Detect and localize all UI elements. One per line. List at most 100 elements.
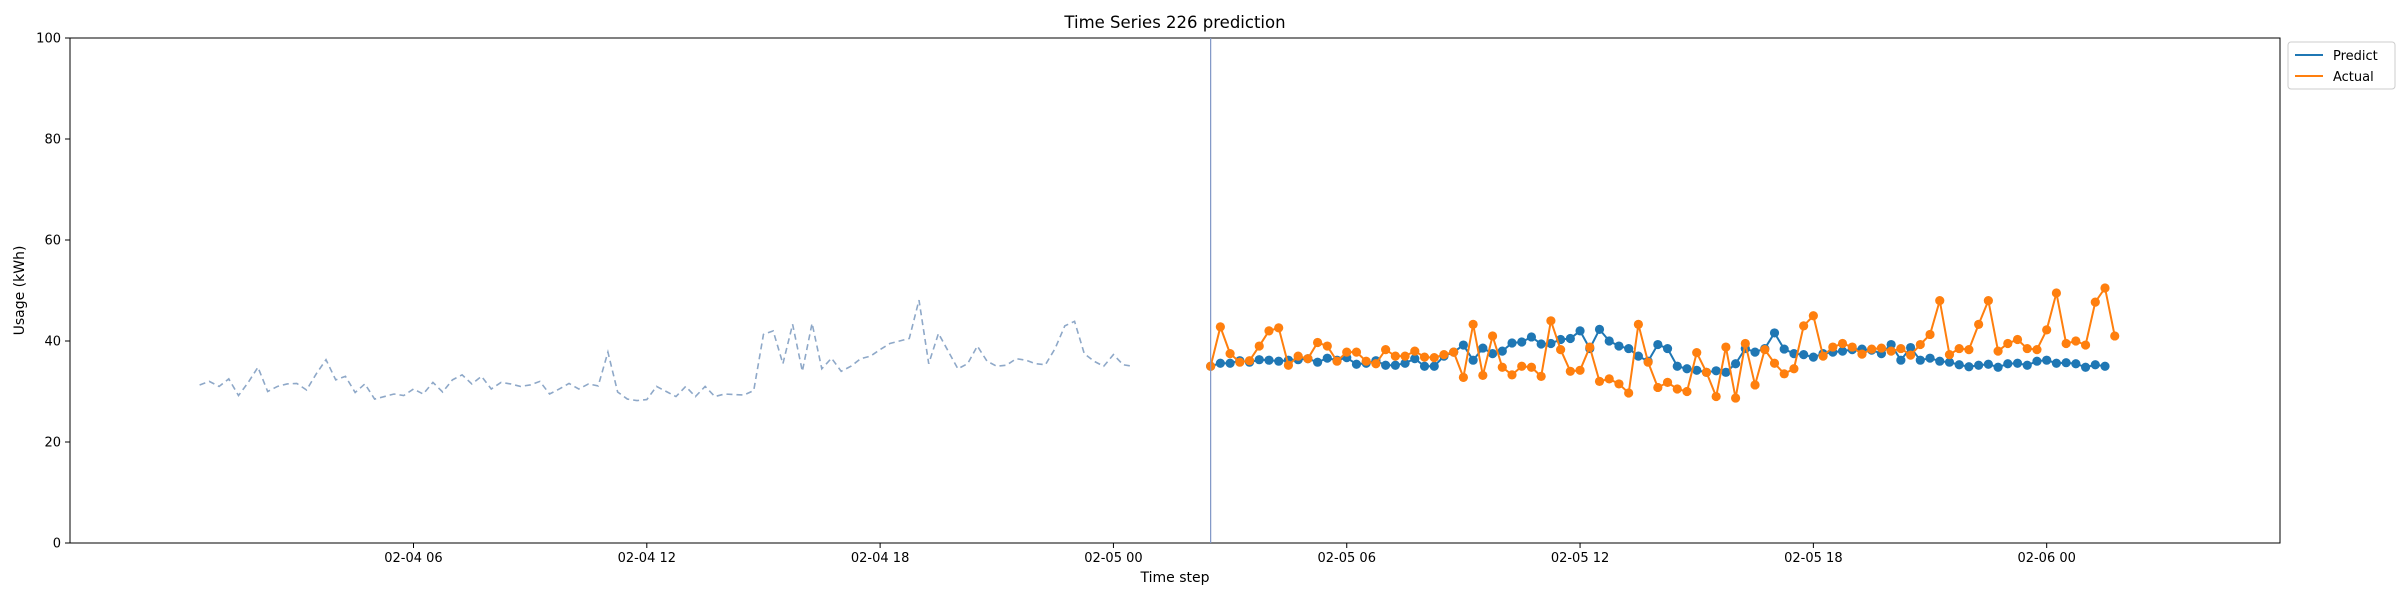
data-point [1750,380,1760,390]
y-tick-label: 60 [44,234,61,249]
data-point [1478,370,1488,380]
data-point [1915,339,1925,350]
data-point [2012,334,2023,345]
data-point [1847,342,1857,352]
legend-predict-label: Predict [2333,49,2378,64]
data-point [1954,360,1964,370]
data-point [2100,361,2110,371]
data-point [1692,348,1702,358]
data-point [1896,343,1906,354]
data-point [1381,344,1391,355]
data-point [1468,355,1478,365]
data-point [1905,342,1916,353]
data-point [2100,283,2110,293]
data-point [1507,338,1517,348]
data-point [2012,358,2023,368]
data-point [1565,333,1575,344]
data-point [1711,391,1721,402]
data-point [1575,365,1585,375]
y-tick-label: 0 [53,537,61,552]
data-point [1487,349,1498,359]
data-point [1526,332,1537,342]
data-point [1779,369,1789,379]
data-point [1993,346,2003,356]
data-point [1429,361,1439,371]
data-point [1585,342,1595,352]
data-point [2071,336,2081,346]
data-point [1604,336,1614,346]
legend: Predict Actual [2287,41,2396,90]
data-point [1594,324,1605,334]
data-point [1828,342,1838,352]
data-point [2022,360,2032,370]
data-point [1575,326,1585,336]
data-point [1721,342,1731,352]
y-axis: 0 20 40 60 80 100 [36,32,70,552]
chart-title: Time Series 226 prediction [1063,13,1285,32]
data-point [1653,339,1663,350]
data-point [1760,344,1770,355]
data-point [1400,358,1410,368]
data-point [1225,358,1235,368]
x-tick-label: 02-04 12 [618,551,676,566]
data-point [1614,379,1624,389]
data-point [1614,341,1624,351]
data-point [1487,331,1498,341]
data-point [1682,386,1692,397]
data-point [1624,388,1634,398]
data-point [2032,356,2042,366]
data-point [1497,346,1507,356]
data-point [1993,362,2003,372]
data-point [1351,359,1362,369]
y-tick-label: 80 [44,133,61,148]
y-axis-label: Usage (kWh) [12,246,28,336]
data-point [1944,350,1955,360]
data-point [1799,350,1809,360]
x-tick-label: 02-05 00 [1084,551,1142,566]
series-line [1209,285,2116,401]
data-point [1342,347,1352,357]
data-point [2110,331,2120,341]
series-layer [1206,283,2120,403]
data-point [1721,367,1731,377]
series-predict [1206,324,2110,377]
data-point [1925,353,1935,363]
data-point [1400,351,1410,361]
data-point [1410,354,1420,364]
legend-box [2287,41,2396,90]
data-point [1886,339,1896,350]
data-point [1517,361,1527,371]
data-point [1244,356,1255,366]
data-point [1808,352,1818,362]
data-point [1322,341,1332,351]
data-point [1662,343,1673,354]
x-axis: 02-04 06 02-04 12 02-04 18 02-05 00 02-05 06… [384,543,2076,566]
data-point [1381,360,1391,370]
data-point [1546,316,1556,326]
data-point [1526,362,1537,372]
x-axis-label: Time step [1140,570,1210,586]
data-point [1750,347,1760,357]
data-point [1546,338,1556,349]
data-point [1478,343,1488,353]
data-point [1361,356,1371,366]
data-point [1429,353,1439,363]
data-point [1235,357,1245,367]
data-point [1925,329,1935,340]
data-point [1672,384,1682,394]
data-point [2051,358,2062,368]
data-point [1915,355,1925,365]
data-point [1974,360,1984,370]
data-point [2080,340,2091,350]
plot-frame [69,37,2281,544]
data-point [1458,372,1468,382]
data-point [1507,370,1517,380]
data-point [1293,351,1303,361]
data-point [1225,349,1235,359]
data-point [1886,346,1896,356]
x-tick-label: 02-06 00 [2017,551,2075,566]
x-tick-label: 02-05 12 [1551,551,1609,566]
data-point [1390,351,1400,361]
